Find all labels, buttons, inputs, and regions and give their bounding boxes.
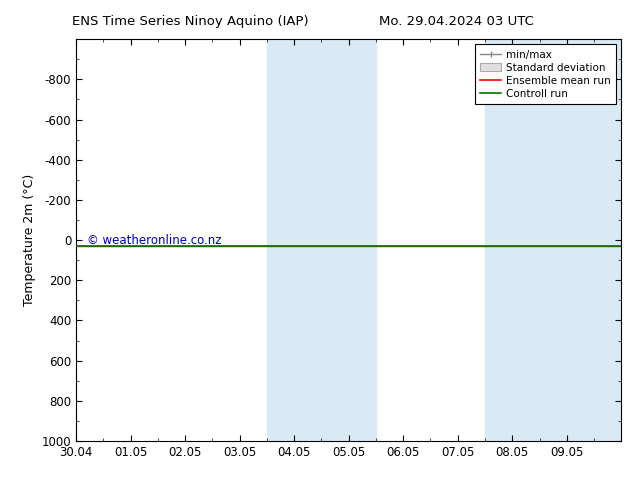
Bar — [321, 39, 376, 441]
Text: © weatheronline.co.nz: © weatheronline.co.nz — [87, 234, 221, 246]
Bar — [267, 39, 321, 441]
Y-axis label: Temperature 2m (°C): Temperature 2m (°C) — [23, 174, 36, 306]
Bar — [485, 39, 540, 441]
Text: Mo. 29.04.2024 03 UTC: Mo. 29.04.2024 03 UTC — [379, 15, 534, 28]
Legend: min/max, Standard deviation, Ensemble mean run, Controll run: min/max, Standard deviation, Ensemble me… — [475, 45, 616, 104]
Text: ENS Time Series Ninoy Aquino (IAP): ENS Time Series Ninoy Aquino (IAP) — [72, 15, 309, 28]
Bar — [540, 39, 621, 441]
